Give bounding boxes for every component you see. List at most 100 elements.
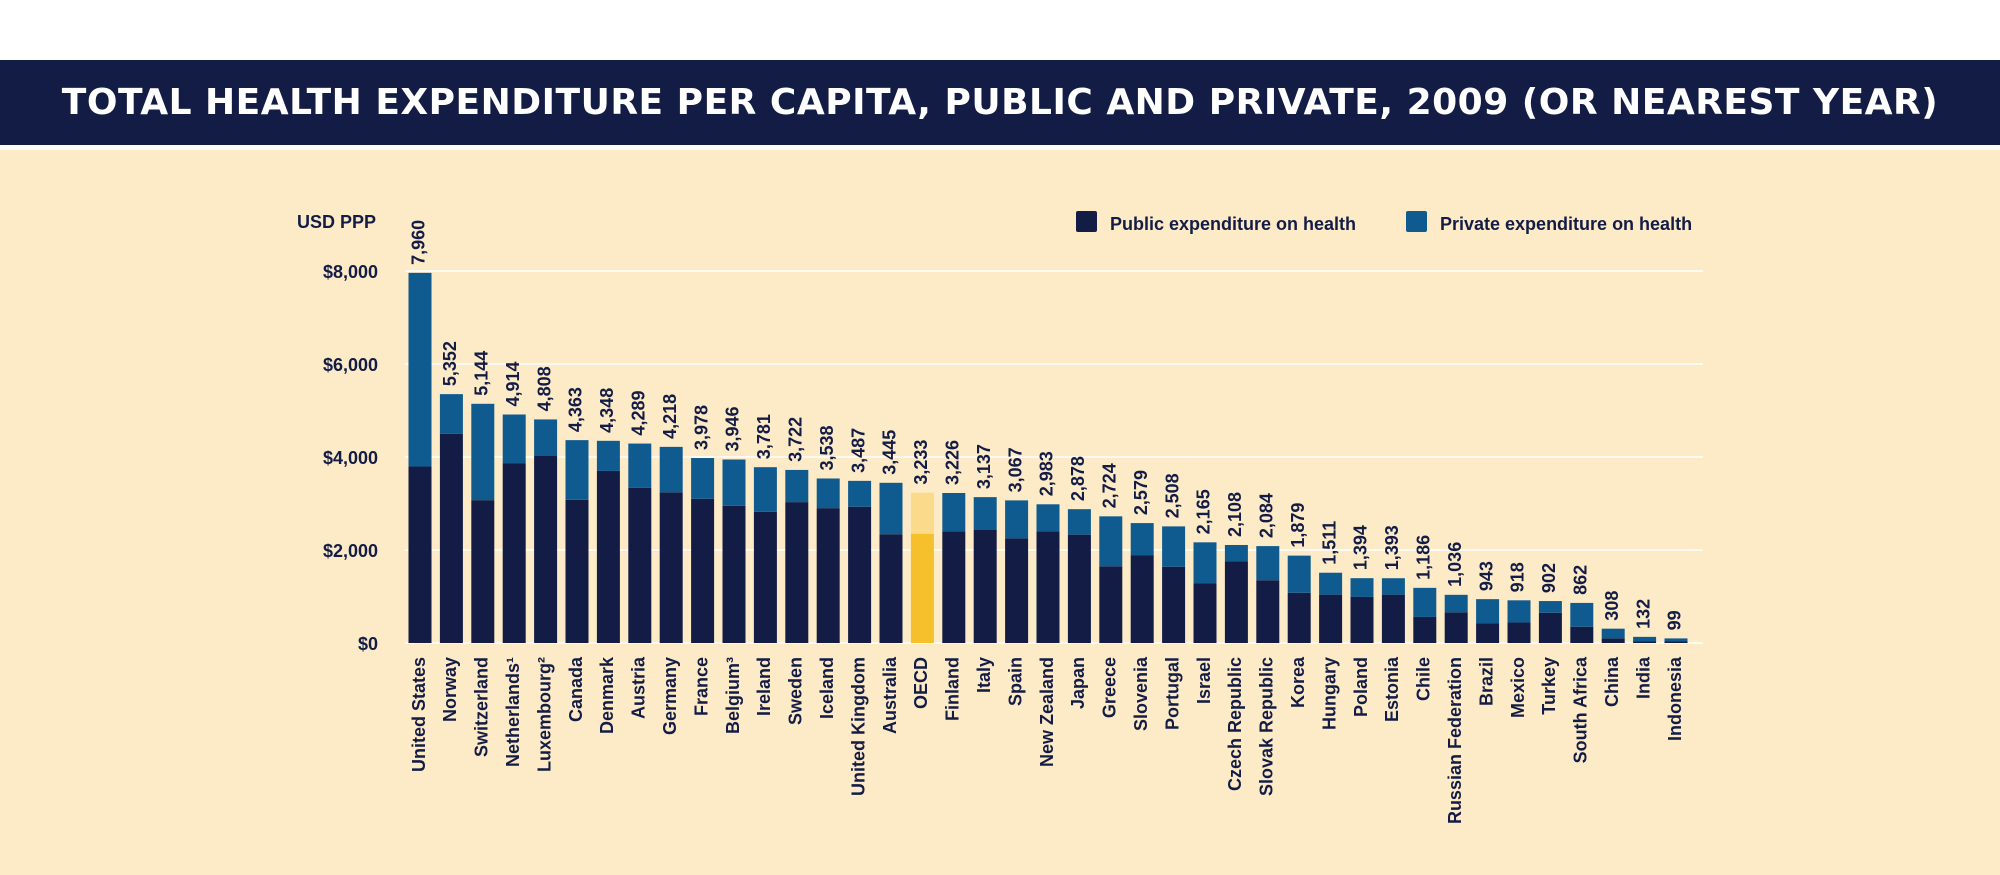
bar-public [502, 463, 526, 643]
bar-public [942, 531, 966, 643]
value-label: 5,352 [440, 341, 460, 386]
bar-public [1350, 596, 1374, 643]
bar-public [1633, 641, 1657, 643]
bar-public [534, 455, 558, 643]
x-tick-label: Slovak Republic [1257, 657, 1277, 796]
x-tick-label: Indonesia [1665, 656, 1685, 741]
legend-swatch-public [1076, 211, 1097, 232]
x-tick-label: Spain [1005, 657, 1025, 706]
bar-private [565, 440, 589, 500]
bar-private [910, 492, 934, 534]
value-label: 862 [1571, 565, 1591, 595]
value-label: 943 [1476, 561, 1496, 591]
legend-label-private: Private expenditure on health [1440, 214, 1692, 234]
bar-private [1256, 546, 1280, 581]
value-label: 308 [1602, 591, 1622, 621]
y-tick-label: $6,000 [323, 355, 378, 375]
bar-public [753, 511, 777, 643]
bar-private [753, 467, 777, 512]
bar-private [1570, 602, 1594, 627]
bar-public [1476, 623, 1500, 643]
bar-private [973, 497, 997, 531]
y-tick-label: $0 [358, 634, 378, 654]
value-label: 2,108 [1225, 492, 1245, 537]
y-tick-label: $8,000 [323, 262, 378, 282]
x-tick-label: Austria [629, 656, 649, 719]
bar-private [1601, 628, 1625, 639]
x-tick-label: Australia [880, 656, 900, 734]
bar-public [1601, 638, 1625, 643]
bar-private [659, 446, 683, 493]
x-tick-label: Switzerland [472, 657, 492, 757]
x-tick-label: Italy [974, 657, 994, 693]
bar-private [1224, 544, 1248, 562]
bar-public [408, 466, 432, 643]
bar-private [1067, 509, 1091, 535]
value-label: 3,226 [943, 440, 963, 485]
axes: USD PPP $0 $2,000 $4,000 $6,000 $8,000 United… [297, 212, 1685, 824]
bar-public [1381, 594, 1405, 643]
bar-private [1287, 555, 1311, 593]
x-tick-label: Brazil [1476, 657, 1496, 706]
x-tick-label: Turkey [1539, 657, 1559, 715]
value-label: 2,983 [1037, 451, 1057, 496]
bar-private [1130, 523, 1154, 556]
bar-public [1413, 616, 1437, 643]
x-tick-label: New Zealand [1037, 657, 1057, 767]
value-label: 3,722 [786, 417, 806, 462]
value-label: 4,808 [534, 366, 554, 411]
x-tick-label: Israel [1194, 657, 1214, 704]
bar-private [1413, 587, 1437, 617]
x-tick-label: Sweden [786, 657, 806, 725]
y-tick-label: $2,000 [323, 541, 378, 561]
bar-public [1664, 641, 1688, 643]
value-label: 4,289 [629, 391, 649, 436]
value-label: 3,137 [974, 444, 994, 489]
value-label: 2,579 [1131, 470, 1151, 515]
value-label: 1,879 [1288, 503, 1308, 548]
bar-private [534, 419, 558, 456]
x-tick-label: Slovenia [1131, 656, 1151, 731]
x-tick-label: Belgium³ [723, 657, 743, 734]
bar-private [1319, 572, 1343, 595]
value-label: 2,878 [1068, 456, 1088, 501]
x-tick-label: Russian Federation [1445, 657, 1465, 824]
y-tick-label: $4,000 [323, 448, 378, 468]
bar-public [1193, 583, 1217, 643]
bar-public [1036, 531, 1060, 643]
x-tick-label: Ireland [754, 657, 774, 716]
legend-label-public: Public expenditure on health [1110, 214, 1356, 234]
value-label: 4,363 [566, 387, 586, 432]
bar-private [502, 414, 526, 464]
x-tick-label: Norway [440, 657, 460, 722]
x-tick-label: Hungary [1319, 657, 1339, 730]
bar-private [1099, 516, 1123, 567]
value-label: 3,487 [848, 428, 868, 473]
x-tick-label: Chile [1414, 657, 1434, 701]
bar-private [942, 492, 966, 532]
value-label: 2,084 [1257, 493, 1277, 538]
x-tick-label: China [1602, 656, 1622, 707]
bar-public [1507, 622, 1531, 643]
bar-public [659, 492, 683, 643]
bar-private [1036, 504, 1060, 532]
value-label: 3,445 [880, 430, 900, 475]
bar-chart: 7,960 5,352 5,144 4,914 4,808 4,363 4,348 4,289… [297, 211, 1703, 824]
bar-private [879, 482, 903, 535]
bar-public [596, 470, 620, 643]
value-label: 3,946 [723, 406, 743, 451]
x-tick-label: Iceland [817, 657, 837, 719]
value-label: 5,144 [472, 351, 492, 396]
value-label: 4,218 [660, 394, 680, 439]
value-label: 2,724 [1100, 463, 1120, 508]
x-tick-label: United States [409, 657, 429, 772]
bar-private [596, 440, 620, 471]
value-labels: 7,960 5,352 5,144 4,914 4,808 4,363 4,348 4,289… [409, 220, 1685, 631]
bar-private [1664, 638, 1688, 642]
value-label: 99 [1665, 610, 1685, 630]
bar-public [816, 508, 840, 643]
value-label: 918 [1508, 562, 1528, 592]
bar-public [565, 499, 589, 643]
bars [408, 272, 1688, 643]
x-tick-label: South Africa [1571, 656, 1591, 763]
